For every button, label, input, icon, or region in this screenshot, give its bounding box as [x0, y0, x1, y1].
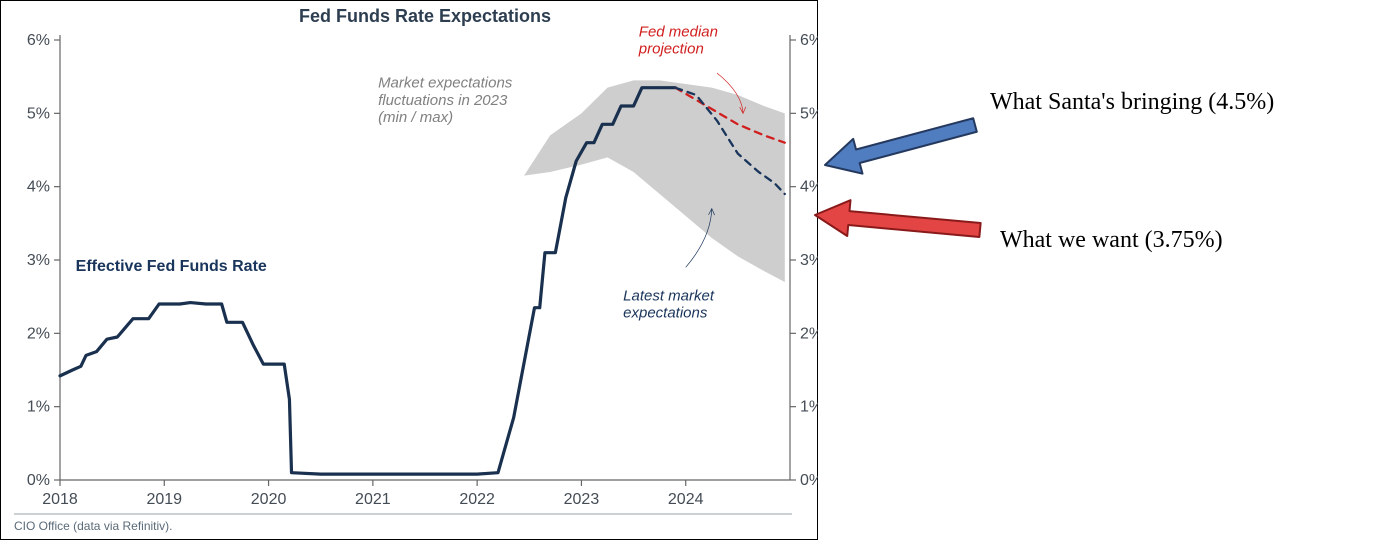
- annotation-santa: What Santa's bringing (4.5%): [990, 89, 1274, 116]
- annotation-overlay: [0, 0, 1396, 542]
- annotation-want: What we want (3.75%): [1000, 227, 1223, 254]
